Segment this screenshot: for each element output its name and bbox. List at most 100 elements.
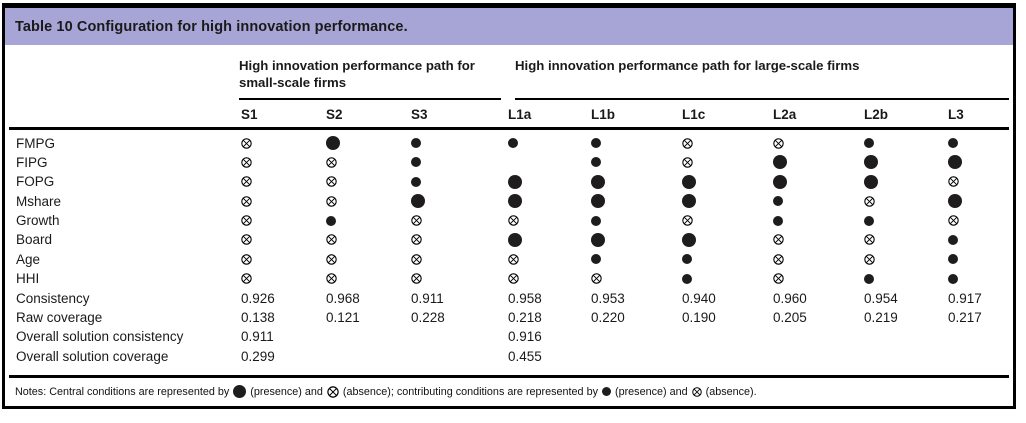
central-presence-icon <box>682 194 696 209</box>
condition-cell <box>771 137 862 149</box>
condition-cell <box>862 195 946 207</box>
stat-value: 0.190 <box>682 310 716 326</box>
stat-value: 0.926 <box>241 290 275 306</box>
condition-cell <box>589 232 680 247</box>
table-row: Consistency 0.926 0.968 0.911 0.958 0.953 0.94… <box>9 288 1009 307</box>
contributing-absence-icon <box>241 137 252 149</box>
table-row: Raw coverage 0.138 0.121 0.228 0.218 0.220 0.1… <box>9 308 1009 327</box>
condition-cell <box>771 234 862 246</box>
column-header-s2: S2 <box>326 107 343 123</box>
contributing-presence-icon <box>411 176 421 187</box>
stat-value: 0.911 <box>411 290 444 306</box>
column-header-l3: L3 <box>948 107 964 123</box>
contributing-absence-icon <box>682 215 693 226</box>
table-row: Growth <box>9 211 1009 230</box>
contributing-presence-icon <box>591 215 601 226</box>
column-header-s3: S3 <box>411 107 428 123</box>
condition-cell <box>862 155 946 170</box>
notes-text: (absence); contributing conditions are r… <box>339 385 601 398</box>
condition-cell <box>589 194 680 209</box>
row-label: Overall solution consistency <box>16 329 184 345</box>
condition-cell <box>680 232 771 247</box>
condition-cell <box>409 194 506 209</box>
contributing-absence-icon <box>773 254 784 265</box>
condition-cell <box>862 273 946 284</box>
stat-value: 0.940 <box>682 290 716 306</box>
contributing-absence-icon <box>326 176 337 188</box>
stat-value: 0.953 <box>591 290 625 306</box>
notes-text: (absence). <box>702 385 757 398</box>
condition-cell <box>239 137 324 149</box>
row-label: Overall solution coverage <box>16 348 169 364</box>
condition-cell <box>409 215 506 226</box>
column-header-s1: S1 <box>241 107 258 123</box>
group-header-small-scale-label: High innovation performance path for sma… <box>239 58 475 91</box>
condition-cell <box>409 254 506 265</box>
condition-cell <box>771 273 862 284</box>
stat-value: 0.299 <box>241 348 275 364</box>
condition-cell <box>680 174 771 189</box>
condition-cell <box>589 138 680 148</box>
condition-cell <box>680 273 771 284</box>
condition-cell <box>506 273 589 284</box>
contributing-absence-icon <box>773 273 784 284</box>
row-label: Mshare <box>16 193 62 209</box>
contributing-presence-icon <box>773 196 783 207</box>
stat-value: 0.954 <box>864 290 898 306</box>
stat-value: 0.228 <box>411 310 445 326</box>
contributing-presence-icon <box>773 215 783 226</box>
central-presence-icon <box>682 174 696 189</box>
row-label: Raw coverage <box>16 310 103 326</box>
central-presence-icon <box>326 136 340 150</box>
condition-cell <box>409 273 506 284</box>
contributing-absence-icon <box>241 195 252 207</box>
stat-value: 0.138 <box>241 310 275 326</box>
condition-cell <box>324 215 409 226</box>
group-header-row: High innovation performance path for sma… <box>9 57 1009 101</box>
central-presence-icon <box>864 174 878 189</box>
contributing-absence-icon <box>508 254 519 265</box>
central-presence-icon <box>948 194 962 209</box>
row-label: FOPG <box>16 174 55 190</box>
contributing-absence-icon <box>591 273 602 284</box>
condition-cell <box>862 138 946 148</box>
condition-cell <box>506 254 589 265</box>
table-title-bar: Table 10 Configuration for high innovati… <box>5 8 1013 45</box>
condition-cell <box>946 176 1009 188</box>
central-presence-icon <box>591 194 605 209</box>
table-row: Board <box>9 230 1009 249</box>
contributing-absence-icon <box>948 176 959 188</box>
condition-cell <box>680 157 771 168</box>
condition-cell <box>680 194 771 209</box>
condition-cell <box>324 136 409 150</box>
condition-cell <box>239 157 324 168</box>
condition-cell <box>771 174 862 189</box>
condition-cell <box>862 174 946 189</box>
condition-cell <box>324 273 409 284</box>
contributing-absence-icon <box>411 254 422 265</box>
condition-cell <box>589 174 680 189</box>
central-presence-icon <box>773 155 787 170</box>
table-row: HHI <box>9 269 1009 288</box>
contributing-absence-icon <box>508 215 519 226</box>
column-header-l1a: L1a <box>508 107 532 123</box>
contributing-presence-icon <box>948 254 958 265</box>
central-presence-icon <box>508 194 522 209</box>
contributing-presence-icon <box>601 387 611 396</box>
condition-cell <box>680 215 771 226</box>
table-row: FIPG <box>9 153 1009 172</box>
contributing-absence-icon <box>241 234 252 246</box>
condition-cell <box>324 195 409 207</box>
condition-cell <box>589 273 680 284</box>
condition-cell <box>862 215 946 226</box>
condition-cell <box>506 194 589 209</box>
contributing-presence-icon <box>411 138 421 148</box>
condition-cell <box>239 254 324 265</box>
table-row: Overall solution consistency 0.911 0.916 <box>9 327 1009 346</box>
contributing-absence-icon <box>326 195 337 207</box>
column-header-row: S1 S2 S3 L1a L1b L1c L2a L2b L3 <box>9 100 1009 131</box>
row-label: Board <box>16 232 53 248</box>
central-presence-icon <box>233 385 247 398</box>
contributing-absence-icon <box>682 137 693 149</box>
condition-cell <box>771 215 862 226</box>
